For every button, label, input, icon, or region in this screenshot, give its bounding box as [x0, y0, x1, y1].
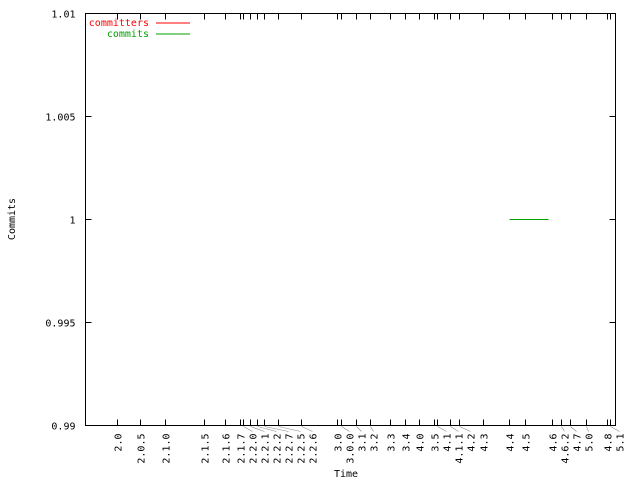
x-axis: 2.0 2.0.5 2.1.0 2.1.5 2.1.6 2.1.7 2.2.0 2.2.1 2.…: [114, 13, 627, 464]
x-tick-label: 3.4: [402, 434, 413, 452]
x-tick-leader: [278, 426, 301, 432]
x-tick-leader: [561, 426, 565, 432]
x-tick-label: 3.1: [358, 434, 369, 452]
x-tick-label: 2.1.5: [201, 434, 212, 464]
x-tick-label: 4.7: [573, 434, 584, 452]
legend-label-commits: commits: [107, 29, 149, 40]
x-tick-label: 2.2.0: [249, 434, 260, 464]
legend-label-committers: committers: [89, 18, 149, 29]
x-tick-label: 2.1.7: [237, 434, 248, 464]
x-tick-label: 3.0.0: [346, 434, 357, 464]
x-tick-label: 2.2.1: [261, 434, 272, 464]
y-axis: 0.99 0.995 1 1.005 1.01: [45, 10, 616, 433]
x-tick-label: 2.2.2: [273, 434, 284, 464]
x-tick-leader: [257, 426, 277, 432]
x-tick-leader: [250, 426, 265, 432]
x-tick-leader: [356, 426, 362, 432]
x-tick-leader: [264, 426, 289, 432]
x-tick-label: 3.2: [370, 434, 381, 452]
x-tick-label: 5.0: [585, 434, 596, 452]
x-tick-label: 4.4: [506, 434, 517, 452]
x-tick-label: 3.5: [431, 434, 442, 452]
x-tick-leader: [570, 426, 577, 432]
x-tick-label: 4.2: [467, 434, 478, 452]
y-tick-label: 0.99: [51, 422, 75, 433]
y-tick-label: 1.005: [45, 113, 75, 124]
x-tick-label: 4.0: [416, 434, 427, 452]
x-tick-leader: [301, 426, 313, 432]
x-tick-label: 4.5: [522, 434, 533, 452]
x-axis-label: Time: [334, 469, 358, 480]
y-tick-label: 0.995: [45, 319, 75, 330]
x-tick-label: 5.1: [616, 434, 627, 452]
x-tick-label: 2.2.6: [309, 434, 320, 464]
x-tick-label: 2.2.7: [285, 434, 296, 464]
x-tick-leader: [437, 426, 447, 432]
y-tick-label: 1: [69, 216, 75, 227]
x-tick-leader: [243, 426, 253, 432]
x-tick-label: 4.1.1: [455, 434, 466, 464]
y-axis-label: Commits: [7, 198, 18, 240]
x-tick-leader: [370, 426, 374, 432]
x-tick-leader: [341, 426, 350, 432]
x-tick-label: 2.0.5: [137, 434, 148, 464]
x-tick-label: 2.1.0: [162, 434, 173, 464]
x-tick-label: 2.2.5: [297, 434, 308, 464]
x-tick-label: 4.6.2: [561, 434, 572, 464]
x-tick-label: 4.8: [604, 434, 615, 452]
x-tick-leader: [450, 426, 459, 432]
y-tick-label: 1.01: [51, 10, 75, 21]
x-tick-leader: [459, 426, 471, 432]
x-tick-label: 3.0: [334, 434, 345, 452]
x-tick-label: 3.3: [387, 434, 398, 452]
x-tick-label: 2.1.6: [222, 434, 233, 464]
x-tick-label: 4.1: [443, 434, 454, 452]
x-tick-label: 4.3: [480, 434, 491, 452]
x-tick-label: 2.0: [114, 434, 125, 452]
x-tick-label: 4.6: [549, 434, 560, 452]
x-tick-leader: [610, 426, 620, 432]
x-tick-leader: [586, 426, 589, 432]
